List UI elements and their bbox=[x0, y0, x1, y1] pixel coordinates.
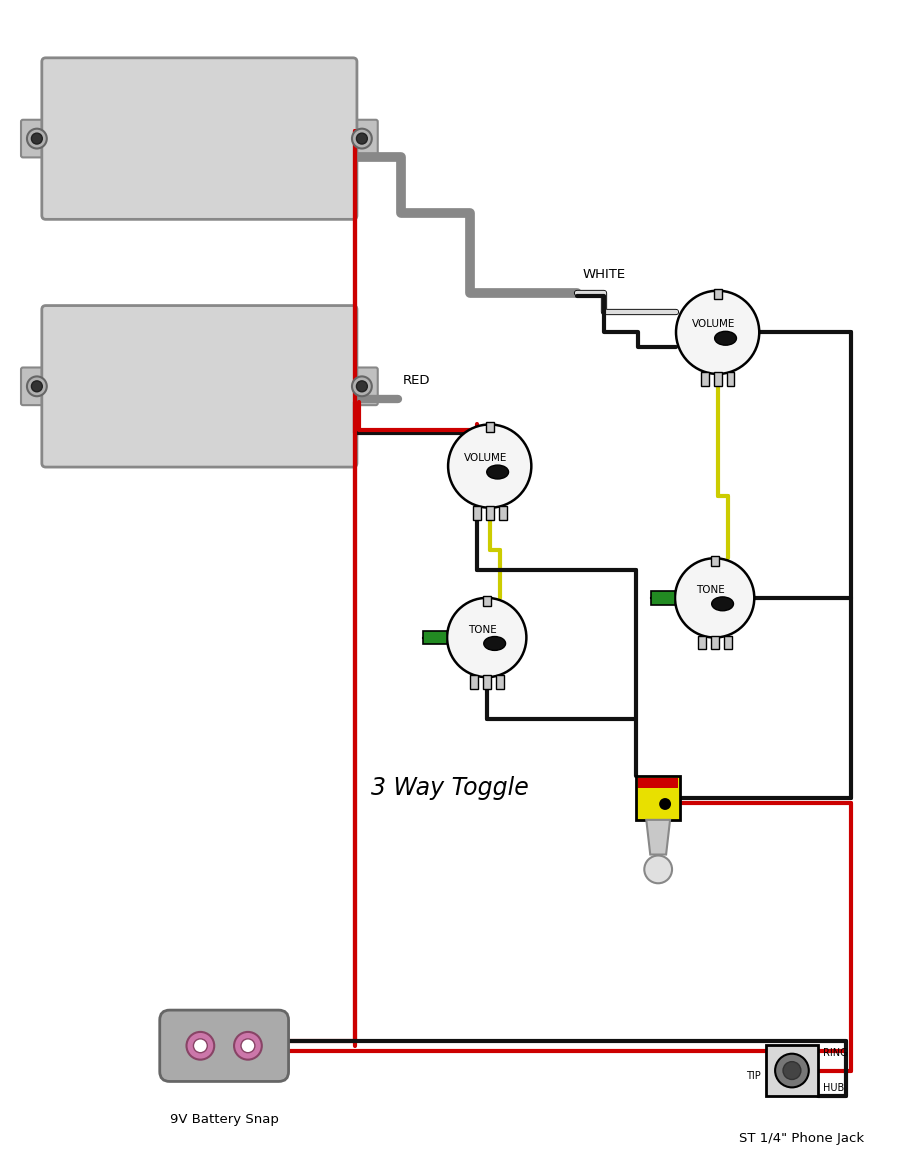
Bar bbox=[651, 591, 675, 605]
Circle shape bbox=[27, 377, 47, 397]
FancyBboxPatch shape bbox=[42, 57, 357, 219]
Text: RED: RED bbox=[402, 373, 430, 387]
Circle shape bbox=[356, 381, 367, 392]
Bar bbox=[636, 776, 680, 820]
Text: TONE: TONE bbox=[697, 585, 725, 596]
Bar bbox=[638, 778, 678, 789]
FancyBboxPatch shape bbox=[346, 119, 377, 158]
Text: 3 Way Toggle: 3 Way Toggle bbox=[371, 776, 529, 800]
Circle shape bbox=[352, 129, 372, 149]
FancyBboxPatch shape bbox=[160, 1010, 288, 1081]
Bar bbox=[700, 372, 709, 386]
Text: WHITE: WHITE bbox=[583, 268, 626, 281]
Text: VOLUME: VOLUME bbox=[465, 453, 508, 463]
Bar bbox=[713, 372, 722, 386]
Ellipse shape bbox=[711, 597, 733, 611]
Bar bbox=[483, 675, 491, 689]
Text: 9V Battery Snap: 9V Battery Snap bbox=[170, 1113, 278, 1127]
Bar bbox=[498, 505, 507, 519]
Ellipse shape bbox=[714, 331, 736, 345]
Circle shape bbox=[644, 855, 672, 883]
Bar bbox=[726, 372, 734, 386]
Circle shape bbox=[234, 1032, 262, 1060]
FancyBboxPatch shape bbox=[21, 119, 52, 158]
Bar bbox=[711, 556, 719, 566]
Text: RING: RING bbox=[823, 1047, 847, 1058]
Text: TONE: TONE bbox=[468, 625, 498, 634]
Bar bbox=[496, 675, 504, 689]
Bar bbox=[483, 596, 491, 606]
Bar bbox=[698, 635, 706, 649]
Bar bbox=[486, 505, 494, 519]
Ellipse shape bbox=[487, 466, 509, 479]
Bar bbox=[713, 289, 722, 298]
Bar bbox=[767, 1045, 818, 1096]
FancyBboxPatch shape bbox=[346, 367, 377, 405]
Ellipse shape bbox=[484, 636, 506, 651]
Bar bbox=[423, 631, 447, 645]
Circle shape bbox=[783, 1061, 800, 1080]
Circle shape bbox=[27, 129, 47, 149]
Circle shape bbox=[186, 1032, 214, 1060]
Circle shape bbox=[448, 425, 532, 508]
Circle shape bbox=[659, 798, 671, 810]
Text: HUB: HUB bbox=[823, 1083, 844, 1094]
Bar bbox=[486, 422, 494, 433]
Circle shape bbox=[675, 558, 755, 638]
Text: ST 1/4" Phone Jack: ST 1/4" Phone Jack bbox=[739, 1133, 865, 1145]
Bar bbox=[723, 635, 732, 649]
Circle shape bbox=[352, 377, 372, 397]
Polygon shape bbox=[646, 820, 670, 854]
FancyBboxPatch shape bbox=[21, 367, 52, 405]
Circle shape bbox=[447, 598, 526, 677]
Bar bbox=[473, 505, 481, 519]
Bar bbox=[711, 635, 719, 649]
Text: VOLUME: VOLUME bbox=[692, 319, 735, 330]
Circle shape bbox=[775, 1054, 809, 1087]
Bar bbox=[470, 675, 478, 689]
FancyBboxPatch shape bbox=[42, 305, 357, 467]
Circle shape bbox=[31, 381, 42, 392]
Circle shape bbox=[31, 133, 42, 144]
Circle shape bbox=[194, 1039, 207, 1053]
Circle shape bbox=[356, 133, 367, 144]
Circle shape bbox=[241, 1039, 255, 1053]
Text: TIP: TIP bbox=[746, 1071, 761, 1081]
Circle shape bbox=[676, 290, 759, 374]
